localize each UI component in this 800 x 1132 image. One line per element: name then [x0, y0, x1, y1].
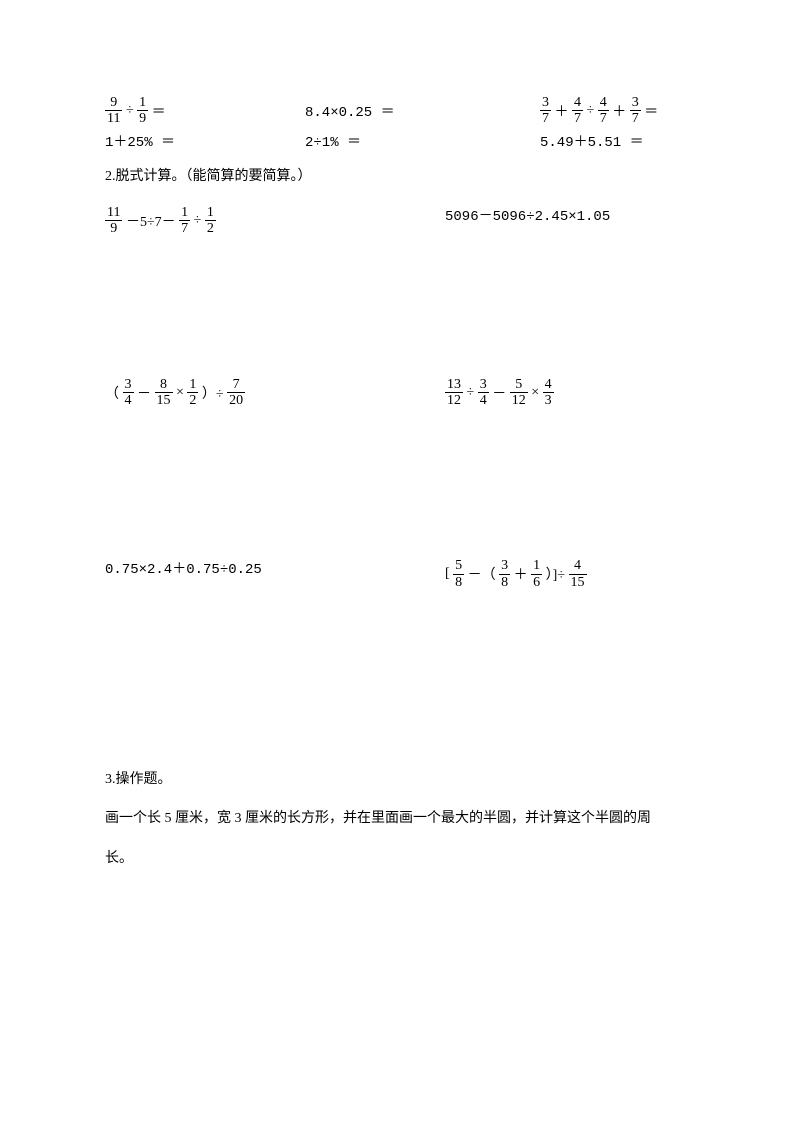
expr-r2c2: 2÷1% ＝ [305, 131, 540, 151]
expr-eq2: 5096－5096÷2.45×1.05 [445, 205, 700, 237]
expr-eq4: 1312 ÷ 34 － 512 × 43 [445, 377, 700, 409]
q3-title: 3.操作题。 [105, 760, 700, 799]
expr-r2c1: 1＋25% ＝ [105, 131, 305, 151]
q3-text-line1: 画一个长 5 厘米，宽 3 厘米的长方形，并在里面画一个最大的半圆，并计算这个半… [105, 799, 700, 838]
expr-r2c3: 5.49＋5.51 ＝ [540, 131, 700, 151]
expr-eq1: 119 －5÷7－ 17 ÷ 12 [105, 205, 445, 237]
expr-r1c2: 8.4×0.25 ＝ [305, 101, 540, 121]
expr-r1c3: 37 ＋ 47 ÷ 47 ＋ 37 ＝ [540, 95, 700, 127]
expr-r1c1: 911 ÷ 19 ＝ [105, 95, 305, 127]
q3-text-line2: 长。 [105, 839, 700, 878]
expr-eq5: 0.75×2.4＋0.75÷0.25 [105, 558, 445, 590]
expr-eq6: [ 58 －（ 38 ＋ 16 ）]÷ 415 [445, 558, 700, 590]
q2-title: 2.脱式计算。（能简算的要简算。） [105, 163, 700, 191]
expr-eq3: （ 34 － 815 × 12 ）÷ 720 [105, 377, 445, 409]
